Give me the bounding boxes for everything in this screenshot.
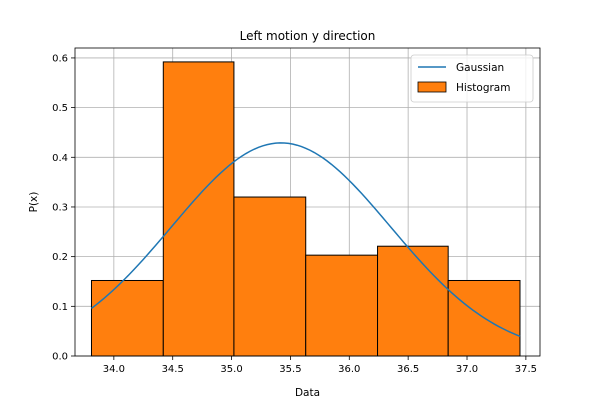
histogram-bar (305, 254, 379, 357)
gaussian-curve (91, 142, 521, 338)
x-tick-label: 35.0 (220, 364, 242, 375)
y-tick-label: 0.1 (52, 302, 68, 313)
x-tick-label: 37.0 (456, 364, 478, 375)
legend-gaussian-label: Gaussian (456, 62, 504, 74)
y-tick-label: 0.4 (52, 153, 68, 164)
x-tick-label: 37.5 (515, 364, 537, 375)
x-tick-label: 34.5 (162, 364, 184, 375)
y-axis-label: P(x) (28, 192, 40, 213)
histogram-bar (233, 196, 307, 357)
x-tick-label: 34.0 (103, 364, 125, 375)
y-tick-label: 0.3 (52, 202, 68, 213)
x-tick-label: 36.5 (397, 364, 419, 375)
x-axis-label: Data (295, 387, 320, 399)
legend: Gaussian Histogram (410, 54, 534, 103)
y-tick-label: 0.0 (52, 352, 68, 363)
y-axis: 0.0 0.1 0.2 0.3 0.4 0.5 0.6 (52, 53, 75, 363)
x-tick-label: 36.0 (338, 364, 360, 375)
plot-frame (74, 47, 541, 357)
y-tick-label: 0.5 (52, 103, 68, 114)
legend-histogram-label: Histogram (456, 82, 510, 94)
histogram-bar (377, 245, 449, 357)
legend-histogram-swatch (417, 81, 447, 93)
y-tick-label: 0.6 (52, 53, 68, 64)
histogram-bar (162, 61, 235, 357)
x-axis: 34.0 34.5 35.0 35.5 36.0 36.5 37.0 37.5 (103, 356, 537, 375)
y-tick-label: 0.2 (52, 252, 68, 263)
histogram-bars (90, 61, 521, 357)
chart-title: Left motion y direction (240, 29, 376, 43)
histogram-bar (90, 279, 164, 357)
x-tick-label: 35.5 (279, 364, 301, 375)
